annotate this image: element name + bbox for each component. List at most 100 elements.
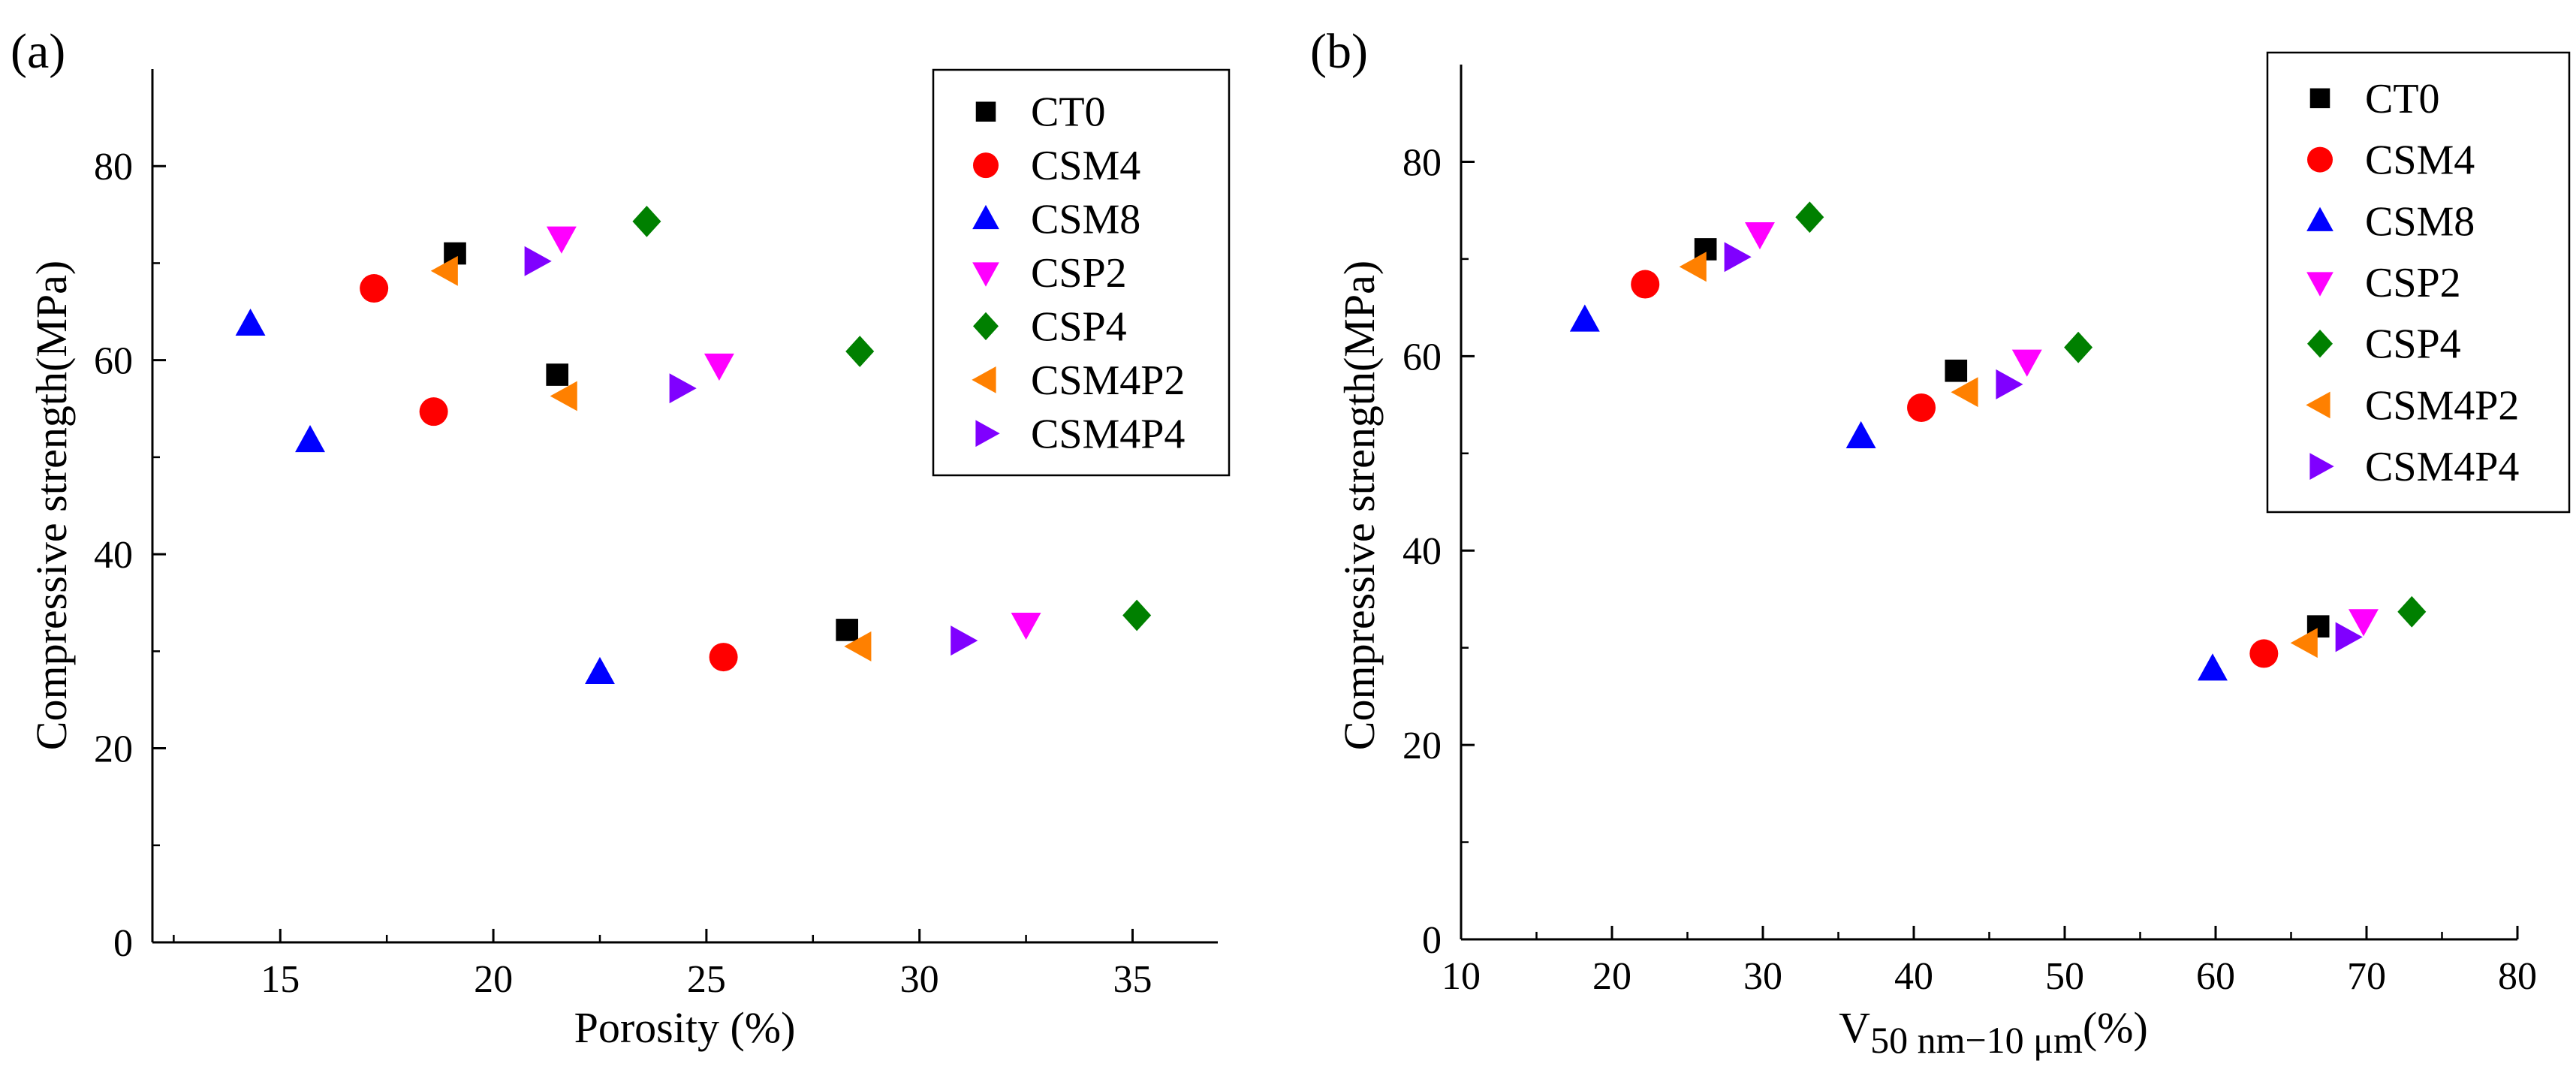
- data-point-csm8: [1569, 304, 1600, 332]
- y-tick-label: 20: [1402, 725, 1442, 767]
- legend-marker-csm8: [972, 204, 999, 230]
- data-point-csp2: [704, 353, 734, 381]
- data-point-csm4p2: [2290, 628, 2318, 659]
- data-point-csp4: [845, 336, 875, 367]
- y-axis-title: Compressive strength(MPa): [1335, 261, 1384, 750]
- x-axis-title-unit: (%): [2083, 1003, 2148, 1052]
- data-point-csm4p4: [524, 246, 552, 276]
- legend-label-csm4p2: CSM4P2: [2365, 382, 2519, 429]
- data-point-csp4: [2397, 595, 2427, 628]
- panel-a: 0 20 40 60 80 15 20 25 30 35 (a) Compressive streng…: [11, 24, 1231, 1052]
- data-point-csm4p2: [1679, 252, 1707, 282]
- x-axis-title-main: V: [1839, 1003, 1870, 1052]
- data-point-csp2: [1011, 612, 1041, 640]
- y-tick-label: 80: [1402, 141, 1442, 184]
- legend-label-csp2: CSP2: [1031, 250, 1127, 297]
- data-point-csm4p4: [1724, 242, 1752, 273]
- legend: CT0 CSM4 CSM8 CSP2 CSP4 CSM4P2 CSM4P4: [932, 68, 1231, 477]
- legend-marker-ct0: [2309, 88, 2330, 109]
- legend-marker-csp4: [973, 312, 999, 341]
- data-point-csm8: [1845, 420, 1876, 448]
- data-point-csm8: [235, 308, 266, 336]
- x-tick-label: 50: [2045, 955, 2084, 998]
- legend-label-csm4p2: CSM4P2: [1031, 357, 1185, 404]
- legend-label-csm4p4: CSM4P4: [1031, 411, 1185, 457]
- data-point-csm4p2: [550, 381, 577, 411]
- data-point-csm4: [1631, 270, 1660, 299]
- legend: CT0 CSM4 CSM8 CSP2 CSP4 CSM4P2 CSM4P4: [2266, 51, 2571, 514]
- x-tick-label: 35: [1113, 958, 1152, 1001]
- legend-marker-csp2: [972, 262, 999, 287]
- y-tick-label: 0: [1422, 919, 1442, 962]
- legend-label-csm4: CSM4: [1031, 143, 1140, 189]
- legend-marker-csm4p4: [2309, 453, 2334, 480]
- data-point-csm4: [1907, 393, 1936, 422]
- legend-label-csm4: CSM4: [2365, 137, 2475, 184]
- y-tick-label: 40: [94, 534, 133, 577]
- data-point-csm8: [2198, 653, 2228, 681]
- legend-marker-csm4p4: [975, 420, 1000, 448]
- data-point-csm4: [709, 643, 738, 672]
- x-tick-label: 30: [1743, 955, 1782, 998]
- data-point-csp4: [1122, 599, 1152, 631]
- legend-label-csp4: CSP4: [1031, 303, 1127, 350]
- y-tick-label: 20: [94, 728, 133, 771]
- legend-marker-csm4p2: [2306, 391, 2330, 419]
- legend-label-ct0: CT0: [2365, 76, 2440, 122]
- data-point-csm4: [419, 397, 448, 426]
- data-point-csm4p2: [844, 631, 872, 662]
- y-tick-label: 60: [94, 340, 133, 383]
- data-point-csp2: [1745, 222, 1775, 250]
- data-point-ct0: [836, 619, 859, 641]
- legend-label-csm8: CSM8: [1031, 197, 1140, 243]
- legend-label-ct0: CT0: [1031, 89, 1106, 136]
- legend-marker-csm8: [2306, 206, 2333, 231]
- data-point-csm4p2: [1951, 377, 1978, 408]
- data-point-csp4: [2064, 331, 2093, 363]
- data-point-ct0: [546, 363, 569, 386]
- y-tick-label: 80: [94, 146, 133, 188]
- y-tick-label: 0: [113, 922, 133, 965]
- legend-label-csp4: CSP4: [2365, 321, 2461, 368]
- x-tick-label: 30: [900, 958, 939, 1001]
- x-axis-title: V50 nm−10 μm(%): [1839, 1003, 2148, 1061]
- data-point-ct0: [1945, 359, 1968, 382]
- legend-marker-csm4: [973, 152, 999, 179]
- data-point-csm8: [585, 656, 615, 684]
- data-point-csm4p4: [1996, 369, 2023, 399]
- x-axis-title: Porosity (%): [574, 1003, 796, 1052]
- x-tick-label: 20: [1592, 955, 1631, 998]
- x-axis-title-subscript: 50 nm−10 μm: [1870, 1019, 2083, 1061]
- y-tick-label: 40: [1402, 530, 1442, 573]
- legend-marker-ct0: [975, 101, 996, 122]
- data-point-csm4: [360, 274, 389, 303]
- data-point-csm4: [2249, 639, 2279, 668]
- x-tick-label: 10: [1442, 955, 1481, 998]
- data-point-csm4p4: [2335, 622, 2363, 653]
- legend-label-csm4p4: CSM4P4: [2365, 444, 2519, 490]
- x-tick-label: 15: [261, 958, 300, 1001]
- data-point-csp4: [1795, 201, 1824, 234]
- data-point-csm4p4: [669, 373, 697, 404]
- legend-marker-csp4: [2307, 330, 2333, 358]
- panel-b: 0 20 40 60 80 10 20 30 40 50 60 70 80 (b) Compressive …: [1310, 24, 2571, 1061]
- legend-label-csp2: CSP2: [2365, 260, 2461, 306]
- data-point-csm8: [295, 425, 325, 453]
- x-tick-label: 20: [474, 958, 513, 1001]
- x-tick-label: 70: [2347, 955, 2386, 998]
- legend-label-csm8: CSM8: [2365, 198, 2475, 245]
- y-tick-label: 60: [1402, 336, 1442, 378]
- x-tick-label: 40: [1894, 955, 1933, 998]
- data-point-csp4: [632, 205, 661, 237]
- data-point-csm4p2: [430, 255, 458, 286]
- legend-marker-csp2: [2306, 272, 2333, 297]
- x-tick-label: 80: [2498, 955, 2537, 998]
- x-tick-label: 60: [2196, 955, 2235, 998]
- data-point-csp2: [2349, 609, 2379, 637]
- data-point-csp2: [2011, 349, 2042, 377]
- panel-label: (a): [11, 24, 65, 79]
- x-tick-label: 25: [687, 958, 726, 1001]
- panel-label: (b): [1310, 24, 1368, 79]
- y-axis-title: Compressive strength(MPa): [27, 261, 76, 750]
